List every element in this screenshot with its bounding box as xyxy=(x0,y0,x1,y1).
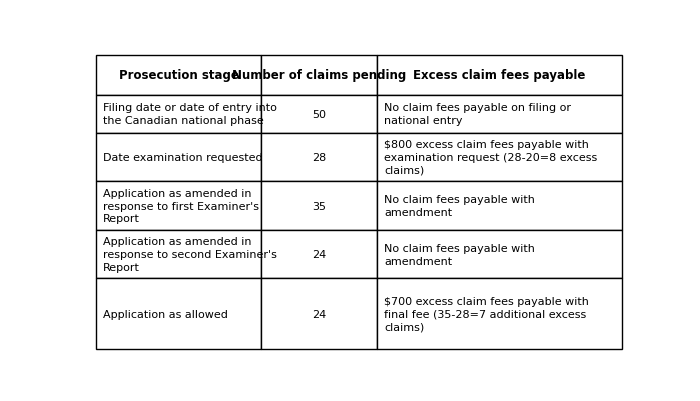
Text: $700 excess claim fees payable with
final fee (35-28=7 additional excess
claims): $700 excess claim fees payable with fina… xyxy=(384,296,589,332)
Bar xyxy=(261,134,377,182)
Bar xyxy=(261,95,377,134)
Text: Date examination requested: Date examination requested xyxy=(103,153,262,163)
Bar xyxy=(261,279,377,349)
Text: 24: 24 xyxy=(312,249,326,259)
Bar xyxy=(96,56,261,95)
Bar xyxy=(377,230,622,279)
Text: Prosecution stage: Prosecution stage xyxy=(118,69,239,82)
Text: Excess claim fees payable: Excess claim fees payable xyxy=(413,69,586,82)
Bar xyxy=(96,230,261,279)
Bar xyxy=(377,279,622,349)
Bar xyxy=(377,95,622,134)
Text: No claim fees payable on filing or
national entry: No claim fees payable on filing or natio… xyxy=(384,103,571,126)
Bar xyxy=(261,56,377,95)
Bar xyxy=(96,279,261,349)
Bar xyxy=(377,56,622,95)
Text: 50: 50 xyxy=(312,109,326,119)
Bar xyxy=(261,230,377,279)
Text: Application as amended in
response to first Examiner's
Report: Application as amended in response to fi… xyxy=(103,188,259,224)
Bar xyxy=(96,134,261,182)
Text: $800 excess claim fees payable with
examination request (28-20=8 excess
claims): $800 excess claim fees payable with exam… xyxy=(384,140,598,176)
Bar xyxy=(96,182,261,230)
Text: No claim fees payable with
amendment: No claim fees payable with amendment xyxy=(384,243,535,266)
Text: 24: 24 xyxy=(312,309,326,319)
Text: Application as allowed: Application as allowed xyxy=(103,309,228,319)
Text: Filing date or date of entry into
the Canadian national phase: Filing date or date of entry into the Ca… xyxy=(103,103,276,126)
Text: No claim fees payable with
amendment: No claim fees payable with amendment xyxy=(384,195,535,218)
Bar xyxy=(377,182,622,230)
Bar xyxy=(261,182,377,230)
Text: 35: 35 xyxy=(312,201,326,211)
Bar xyxy=(96,95,261,134)
Bar xyxy=(377,134,622,182)
Text: Number of claims pending: Number of claims pending xyxy=(232,69,407,82)
Text: 28: 28 xyxy=(312,153,326,163)
Text: Application as amended in
response to second Examiner's
Report: Application as amended in response to se… xyxy=(103,237,276,272)
